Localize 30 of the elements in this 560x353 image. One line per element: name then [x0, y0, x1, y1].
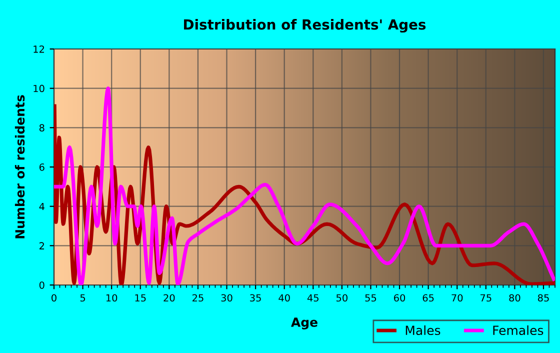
- x-tick-label: 5: [80, 294, 86, 302]
- x-tick-label: 25: [192, 294, 204, 302]
- x-tick-label: 40: [278, 294, 290, 302]
- y-tick-label: 12: [34, 45, 44, 53]
- x-tick-label: 45: [307, 294, 318, 302]
- x-axis-title: Age: [291, 318, 318, 330]
- x-tick-label: 50: [336, 294, 348, 302]
- x-tick-label: 20: [164, 294, 175, 302]
- x-tick-label: 70: [452, 294, 463, 302]
- x-tick-label: 75: [480, 294, 492, 302]
- y-tick-label: 2: [40, 242, 44, 250]
- y-tick-label: 4: [39, 202, 44, 210]
- y-axis-title: Number of residents: [14, 95, 25, 238]
- x-tick-label: 35: [250, 294, 261, 302]
- x-tick-label: 15: [135, 294, 146, 302]
- x-tick-label: 85: [538, 294, 549, 302]
- y-tick-label: 0: [39, 281, 44, 289]
- y-tick-label: 6: [39, 163, 44, 171]
- y-tick-label: 8: [39, 124, 44, 132]
- legend-label: Females: [493, 325, 544, 336]
- y-tick-label: 10: [34, 84, 44, 92]
- x-tick-label: 55: [365, 294, 376, 302]
- legend-label: Males: [406, 325, 440, 336]
- x-tick-label: 10: [106, 294, 118, 302]
- x-tick-label: 60: [394, 294, 406, 302]
- x-tick-label: 0: [52, 294, 56, 302]
- chart-title: Distribution of Residents' Ages: [184, 19, 426, 33]
- x-tick-label: 80: [509, 294, 520, 302]
- x-tick-label: 30: [221, 294, 232, 302]
- x-tick-label: 65: [422, 294, 434, 302]
